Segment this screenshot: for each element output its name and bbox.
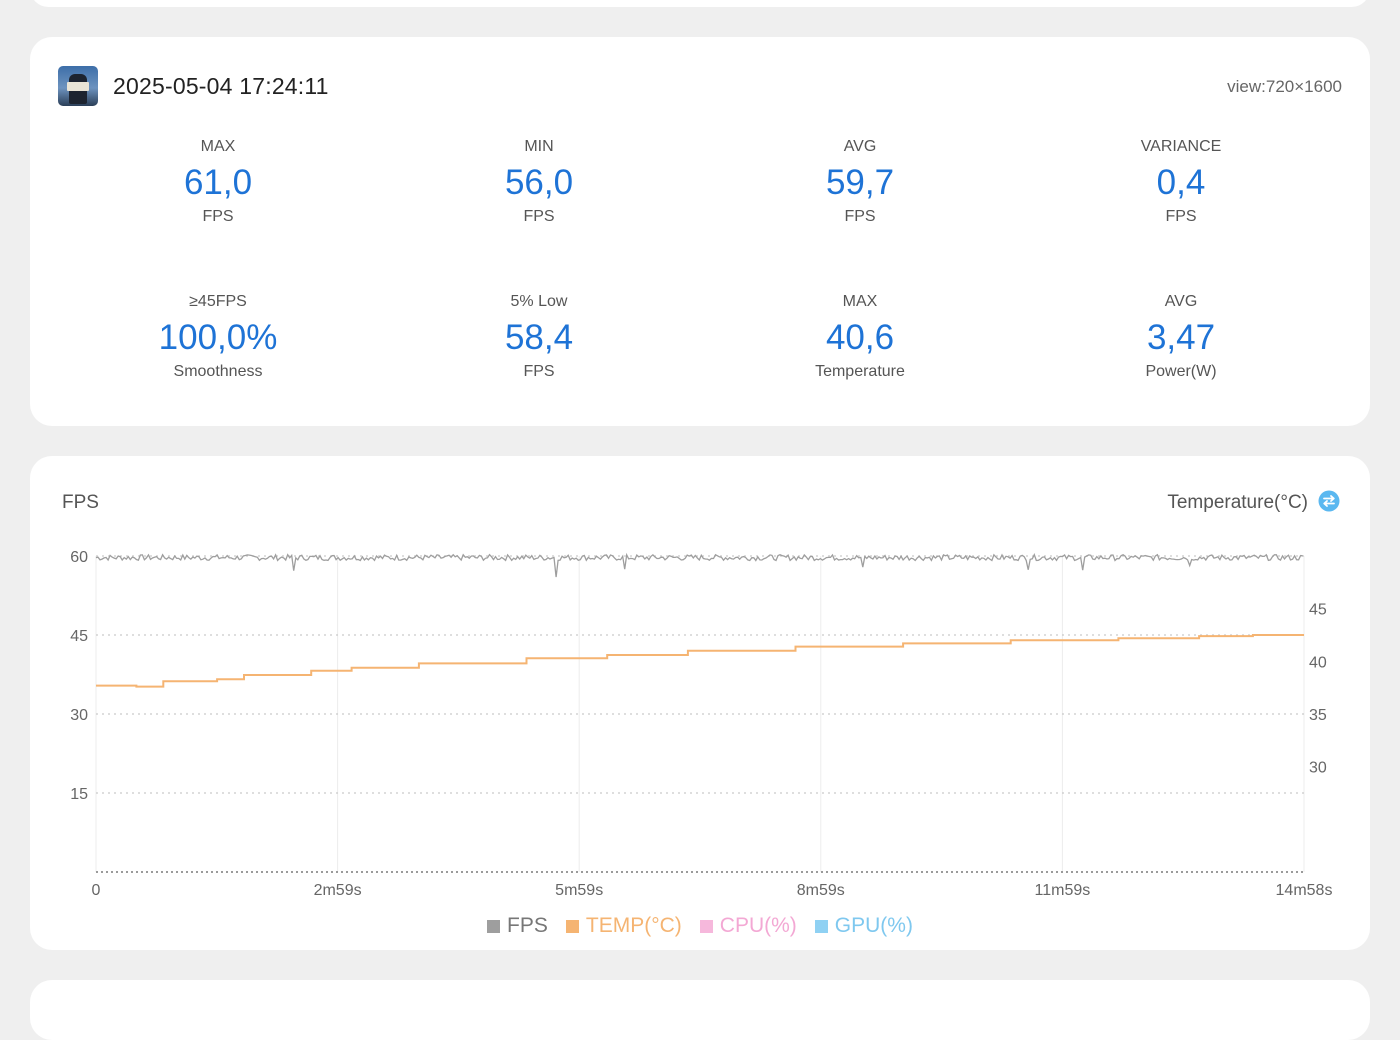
session-header: 2025-05-04 17:24:11 bbox=[58, 66, 329, 106]
stat-unit: FPS bbox=[523, 363, 555, 380]
stat-value: 40,6 bbox=[825, 318, 895, 357]
legend-label: TEMP(°C) bbox=[585, 914, 682, 937]
x-tick-label: 14m58s bbox=[1276, 882, 1333, 899]
legend-swatch bbox=[487, 919, 501, 933]
fps-temperature-chart: 0 2m59s 5m59s 8m59s 11m59s 14m58s 60 45 30 15 45 40… bbox=[70, 549, 1333, 899]
stat-unit: FPS bbox=[202, 208, 234, 225]
stat-value: 56,0 bbox=[504, 163, 574, 202]
stat-unit: Temperature bbox=[815, 363, 905, 380]
y-right-tick-label: 30 bbox=[1309, 760, 1327, 777]
stat-temperature-max: MAX 40,6 Temperature bbox=[740, 292, 980, 382]
stat-label: MAX bbox=[200, 138, 236, 155]
y-left-tick-label: 60 bbox=[70, 549, 88, 566]
game-app-icon[interactable] bbox=[58, 66, 98, 106]
chart-left-axis-title: FPS bbox=[62, 492, 99, 513]
stat-unit: FPS bbox=[844, 208, 876, 225]
performance-chart-card: FPS Temperature(°C) 0 2m59s 5m59s 8m59s 11m5… bbox=[30, 456, 1370, 950]
chart-right-axis-title: Temperature(°C) bbox=[1167, 492, 1308, 513]
stat-fps-variance: VARIANCE 0,4 FPS bbox=[1061, 137, 1301, 227]
chart-legend: FPS TEMP(°C) CPU(%) GPU(%) bbox=[30, 914, 1370, 938]
legend-item-fps[interactable]: FPS bbox=[487, 914, 548, 938]
stat-value: 59,7 bbox=[825, 163, 895, 202]
legend-label: FPS bbox=[507, 914, 548, 937]
y-right-tick-label: 35 bbox=[1309, 707, 1327, 724]
legend-item-gpu[interactable]: GPU(%) bbox=[814, 914, 913, 938]
stat-value: 61,0 bbox=[183, 163, 253, 202]
x-tick-label: 0 bbox=[92, 882, 101, 899]
legend-label: GPU(%) bbox=[834, 914, 913, 937]
stat-label: MAX bbox=[842, 293, 878, 310]
y-left-tick-label: 30 bbox=[70, 707, 88, 724]
legend-swatch bbox=[565, 919, 579, 933]
next-card bbox=[30, 980, 1370, 1040]
swap-icon[interactable] bbox=[1318, 490, 1340, 512]
y-left-tick-label: 45 bbox=[70, 628, 88, 645]
previous-card bbox=[30, 0, 1370, 7]
temperature-series-line bbox=[96, 634, 1304, 688]
session-summary-card: 2025-05-04 17:24:11 view:720×1600 MAX 61… bbox=[30, 37, 1370, 426]
stat-unit: FPS bbox=[523, 208, 555, 225]
legend-item-cpu[interactable]: CPU(%) bbox=[699, 914, 797, 938]
x-tick-label: 8m59s bbox=[797, 882, 845, 899]
stat-fps-avg: AVG 59,7 FPS bbox=[740, 137, 980, 227]
stat-value: 0,4 bbox=[1156, 163, 1206, 202]
view-resolution: view:720×1600 bbox=[1227, 77, 1342, 96]
legend-item-temp[interactable]: TEMP(°C) bbox=[565, 914, 682, 938]
stat-unit: Power(W) bbox=[1145, 363, 1217, 380]
stat-value: 58,4 bbox=[504, 318, 574, 357]
stat-label: AVG bbox=[1164, 293, 1198, 310]
y-right-tick-label: 45 bbox=[1309, 602, 1327, 619]
stat-label: VARIANCE bbox=[1140, 138, 1222, 155]
x-tick-label: 2m59s bbox=[314, 882, 362, 899]
stat-unit: Smoothness bbox=[173, 363, 263, 380]
y-right-tick-label: 40 bbox=[1309, 654, 1327, 671]
legend-label: CPU(%) bbox=[719, 914, 797, 937]
legend-swatch bbox=[814, 919, 828, 933]
stat-smoothness: ≥45FPS 100,0% Smoothness bbox=[98, 292, 338, 382]
stat-fps-min: MIN 56,0 FPS bbox=[419, 137, 659, 227]
session-datetime: 2025-05-04 17:24:11 bbox=[113, 72, 329, 99]
stat-label: 5% Low bbox=[510, 293, 568, 310]
stat-power-avg: AVG 3,47 Power(W) bbox=[1061, 292, 1301, 382]
stat-unit: FPS bbox=[1165, 208, 1197, 225]
stat-value: 100,0% bbox=[158, 318, 278, 357]
stat-value: 3,47 bbox=[1146, 318, 1216, 357]
y-left-tick-label: 15 bbox=[70, 786, 88, 803]
fps-series-line bbox=[95, 552, 1303, 578]
stat-label: ≥45FPS bbox=[189, 293, 247, 310]
stat-label: MIN bbox=[524, 138, 554, 155]
stat-fps-5-low: 5% Low 58,4 FPS bbox=[419, 292, 659, 382]
x-tick-label: 11m59s bbox=[1035, 882, 1091, 899]
stat-fps-max: MAX 61,0 FPS bbox=[98, 137, 338, 227]
stat-label: AVG bbox=[843, 138, 877, 155]
legend-swatch bbox=[699, 919, 713, 933]
x-tick-label: 5m59s bbox=[555, 882, 603, 899]
